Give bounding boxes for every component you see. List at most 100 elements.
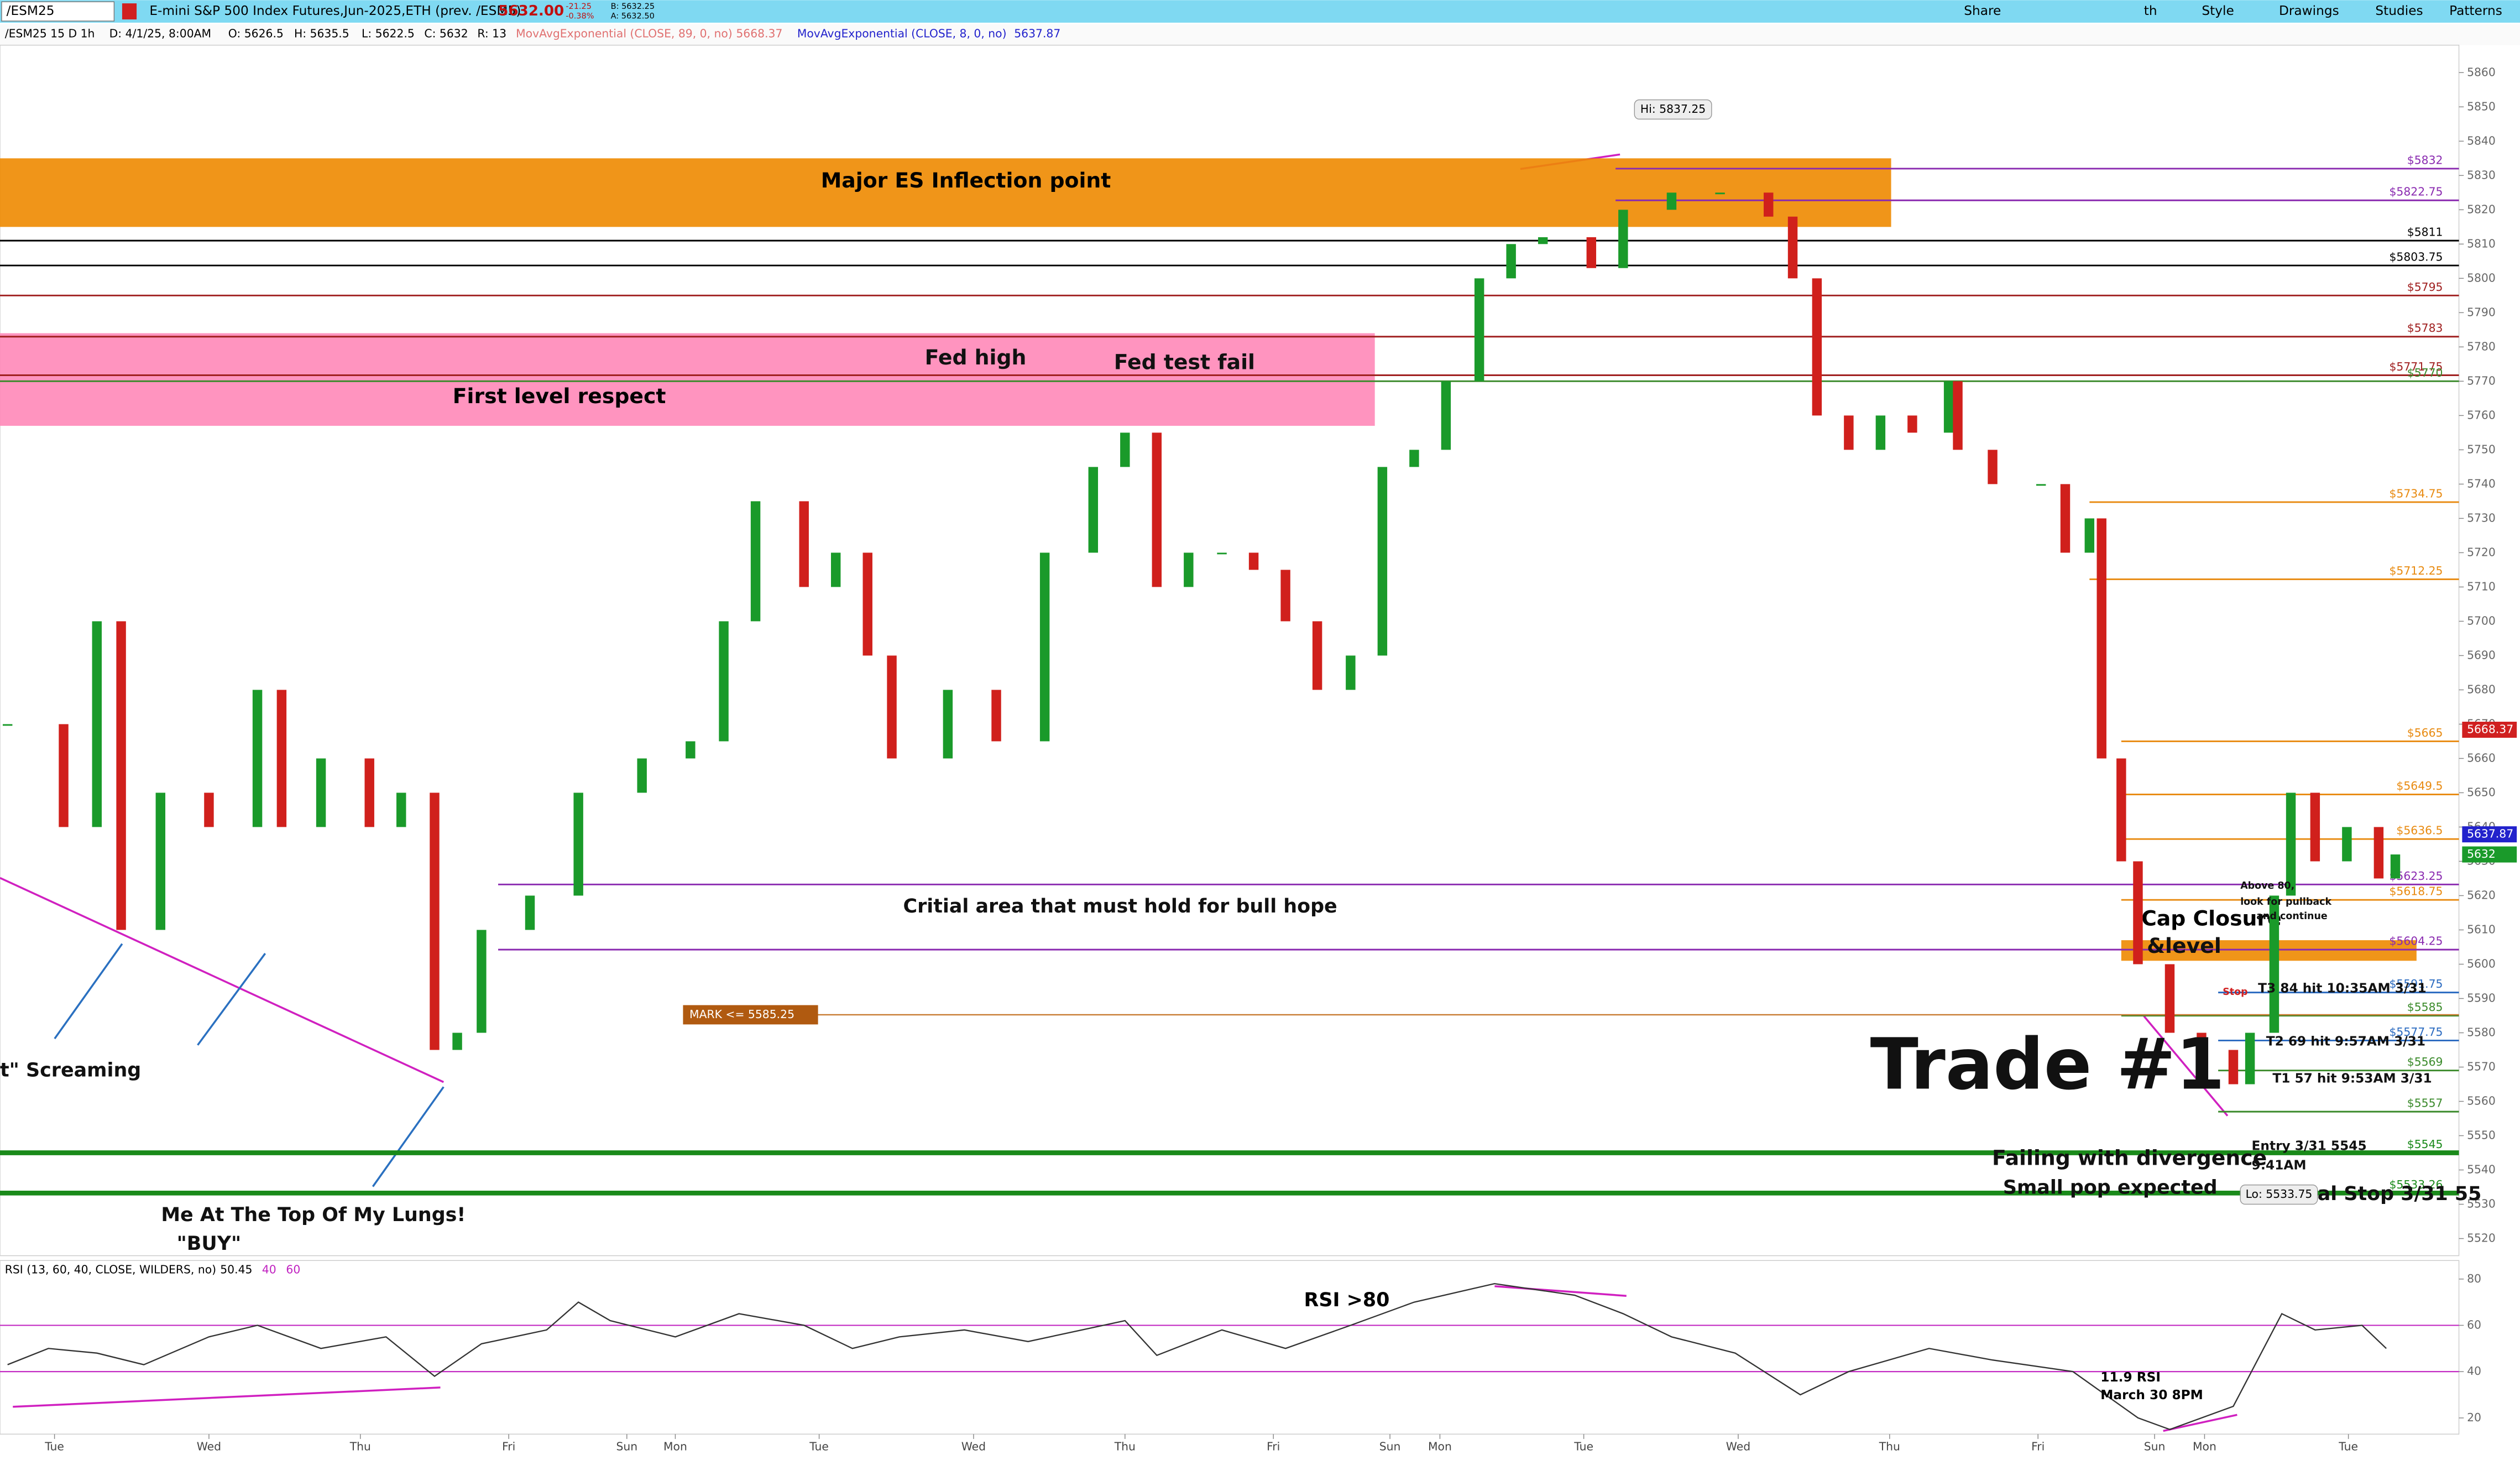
toolbar-button[interactable]: Patterns	[2449, 3, 2502, 18]
y-tick-label: 5560	[2467, 1094, 2496, 1108]
candle	[316, 758, 326, 827]
toolbar	[0, 0, 2520, 23]
annotation: Stop	[2223, 987, 2247, 998]
candle	[452, 1033, 462, 1050]
candle	[1409, 450, 1419, 467]
price-tag	[2462, 846, 2517, 863]
y-tick-label: 5820	[2467, 202, 2496, 216]
info-item: L: 5622.5	[362, 27, 415, 40]
candle	[1377, 467, 1388, 656]
rsi-tick-label: 80	[2467, 1272, 2481, 1285]
candle	[2228, 1050, 2239, 1084]
level-label: $5591.75	[2389, 977, 2443, 990]
x-tick-label: Sun	[2144, 1440, 2166, 1453]
level-label: $5577.75	[2389, 1025, 2443, 1039]
candle	[1715, 192, 1725, 195]
x-tick-label: Tue	[44, 1440, 64, 1453]
toolbar-button[interactable]: Drawings	[2279, 3, 2339, 18]
y-tick-label: 5590	[2467, 991, 2496, 1004]
toolbar-button[interactable]: Studies	[2375, 3, 2423, 18]
candle	[1088, 467, 1099, 553]
candle	[573, 792, 583, 896]
candle	[1538, 237, 1548, 244]
price-tag-label: 5668.37	[2467, 723, 2513, 736]
candle	[1441, 381, 1451, 450]
candle	[2310, 792, 2320, 862]
candle	[2165, 964, 2175, 1033]
candle	[2036, 484, 2046, 486]
x-tick-label: Fri	[2031, 1440, 2045, 1453]
level-label: $5623.25	[2389, 869, 2443, 883]
toolbar-button[interactable]: Share	[1964, 3, 2001, 18]
level-label: $5770	[2407, 366, 2443, 379]
level-label: $5557	[2407, 1097, 2443, 1110]
candle	[1312, 621, 1322, 690]
candle	[364, 758, 374, 827]
rsi-tick-label: 60	[2467, 1318, 2481, 1331]
info-item: C: 5632	[424, 27, 468, 40]
candle	[1474, 278, 1484, 382]
trendline	[2143, 1015, 2229, 1117]
zone	[2121, 940, 2417, 961]
x-tick-label: Wed	[961, 1440, 986, 1453]
zone-label: First level respect	[453, 384, 666, 408]
symbol[interactable]: /ESM25	[7, 3, 55, 18]
annotation: look for pullback	[2240, 896, 2331, 908]
annotation: Small pop expected	[2003, 1176, 2218, 1198]
candle	[1506, 244, 1516, 279]
candle	[1184, 552, 1194, 587]
candle	[1618, 210, 1628, 268]
rsi-trendline	[13, 1386, 441, 1408]
candle	[92, 621, 102, 827]
annotation: Fed high	[925, 345, 1027, 369]
y-tick-label: 5850	[2467, 100, 2496, 113]
y-tick-label: 5840	[2467, 134, 2496, 147]
link-icon[interactable]	[122, 3, 137, 20]
change: -21.25	[566, 2, 592, 11]
annotation: t" Screaming	[0, 1059, 141, 1081]
arrow-line	[372, 1086, 445, 1187]
rsi-panel	[0, 1260, 2460, 1435]
level-label: $5569	[2407, 1055, 2443, 1068]
price-tag-label: 5637.87	[2467, 827, 2513, 841]
annotation: Critial area that must hold for bull hop…	[903, 895, 1337, 917]
x-tick-label: Thu	[1114, 1440, 1136, 1453]
y-tick-label: 5690	[2467, 648, 2496, 661]
candle	[2060, 484, 2071, 553]
x-tick-label: Thu	[349, 1440, 371, 1453]
candle	[799, 501, 809, 587]
y-tick-label: 5610	[2467, 922, 2496, 936]
study-value: 5637.87	[1014, 27, 1060, 40]
symbol-box[interactable]	[1, 1, 115, 22]
study-name: MovAvgExponential (CLOSE, 89, 0, no)	[516, 27, 733, 40]
candle	[2245, 1033, 2255, 1084]
candle	[252, 690, 263, 827]
candle	[155, 792, 166, 930]
ask: A: 5632.50	[611, 12, 655, 20]
level-label: $5783	[2407, 321, 2443, 335]
bid: B: 5632.25	[611, 2, 655, 11]
rsi-tick-label: 40	[2467, 1364, 2481, 1378]
mark-box[interactable]	[683, 1005, 818, 1025]
x-tick-label: Fri	[502, 1440, 515, 1453]
level-label: $5832	[2407, 153, 2443, 166]
x-tick-label: Fri	[1267, 1440, 1280, 1453]
candle	[1248, 552, 1259, 570]
price-panel	[0, 44, 2460, 1256]
annotation: Above 80,	[2240, 880, 2294, 891]
candle	[1120, 432, 1130, 467]
rsi-lower-label: 40	[262, 1263, 276, 1276]
toolbar-button[interactable]: th	[2144, 3, 2157, 18]
candle	[1152, 432, 1162, 587]
level-label: $5822.75	[2389, 185, 2443, 199]
level-label: $5771.75	[2389, 360, 2443, 373]
candle	[2197, 1033, 2207, 1050]
annotation: Failing with divergence	[1992, 1146, 2267, 1170]
mark-label[interactable]: MARK <= 5585.25	[689, 1008, 794, 1021]
study-value: 5668.37	[736, 27, 782, 40]
rsi-title: RSI (13, 60, 40, CLOSE, WILDERS, no)	[5, 1263, 216, 1276]
rsi-trendline	[2163, 1414, 2237, 1432]
candle	[116, 621, 126, 930]
toolbar-button[interactable]: Style	[2202, 3, 2234, 18]
